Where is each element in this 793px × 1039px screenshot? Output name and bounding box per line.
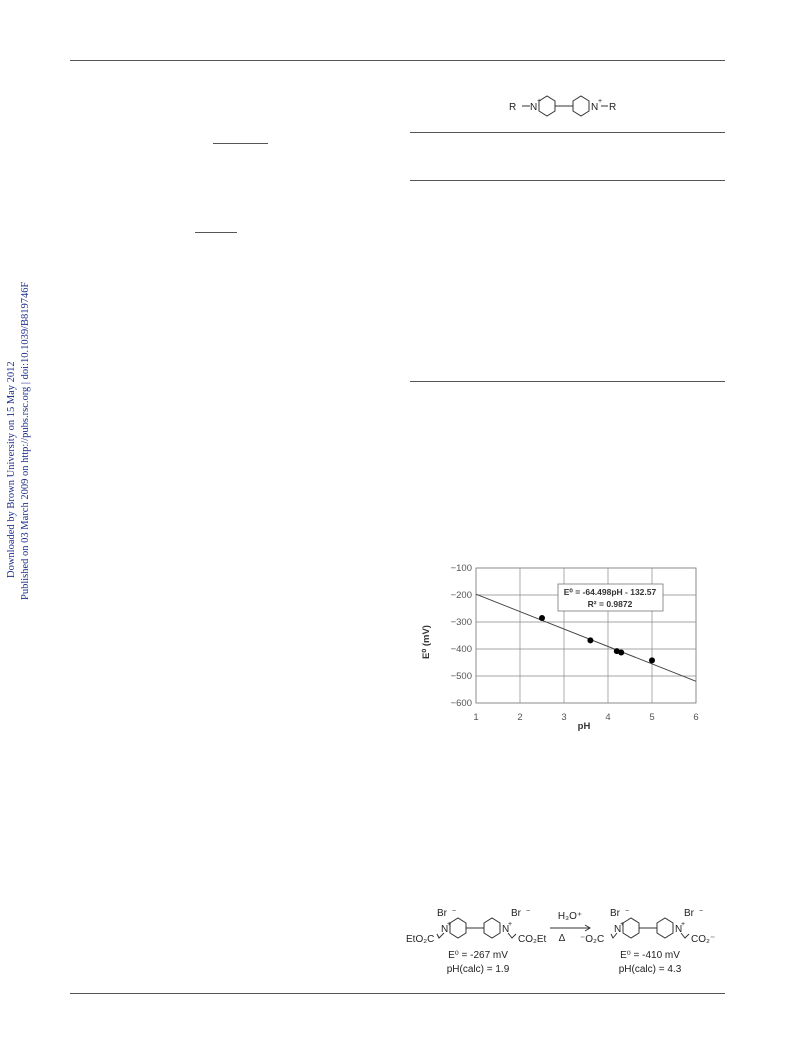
- x-tick-label: 5: [649, 712, 654, 723]
- table-header-rule: [410, 180, 725, 181]
- y-tick-label: −100: [451, 563, 472, 574]
- charge-left: +: [537, 98, 541, 105]
- y-axis-label: E⁰ (mV): [421, 625, 432, 659]
- charge-right: +: [598, 98, 602, 105]
- reactant-n-right-charge: +: [508, 921, 512, 928]
- reactant-ester-right: CO₂Et: [518, 934, 547, 945]
- footer-rule: [70, 993, 725, 994]
- x-tick-label: 1: [473, 712, 478, 723]
- product-counterion-right: Br: [684, 908, 695, 919]
- chart-grid: [475, 567, 697, 704]
- product-carboxylate-right: CO₂⁻: [691, 934, 715, 945]
- y-tick-label: −200: [451, 590, 472, 601]
- reactant-n-left: N: [441, 924, 448, 935]
- reagent-heat: Δ: [559, 933, 566, 944]
- x-tick-labels: 1 2 3 4 5 6: [473, 712, 698, 723]
- regression-line: [475, 593, 697, 682]
- download-note-line1: Downloaded by Brown University on 15 May…: [6, 361, 17, 578]
- product-n-left: N: [614, 924, 621, 935]
- y-tick-label: −300: [451, 617, 472, 628]
- product-potential: E⁰ = -410 mV: [620, 950, 680, 961]
- reactant-potential: E⁰ = -267 mV: [448, 950, 508, 961]
- reactant-counterion-right-charge: −: [526, 908, 530, 915]
- reactant-n-left-charge: +: [447, 921, 451, 928]
- y-tick-labels: −100 −200 −300 −400 −500 −600: [451, 563, 472, 709]
- x-tick-label: 2: [517, 712, 522, 723]
- data-points: [539, 614, 655, 664]
- r-group-right: R: [609, 102, 616, 113]
- x-tick-label: 3: [561, 712, 566, 723]
- product-n-right: N: [675, 924, 682, 935]
- product-carboxylate-left: ⁻O₂C: [580, 934, 604, 945]
- x-tick-label: 4: [605, 712, 610, 723]
- equation-label: E⁰ = -64.498pH - 132.57: [564, 587, 657, 597]
- reactant-n-right: N: [502, 924, 509, 935]
- x-axis-label: pH: [578, 721, 591, 732]
- header-rule: [70, 60, 725, 61]
- product-counterion-left: Br: [610, 908, 621, 919]
- product-ph: pH(calc) = 4.3: [619, 964, 682, 975]
- table-top-rule: [410, 132, 725, 133]
- equation-box: [557, 583, 664, 612]
- reagent-acid: H₃O⁺: [558, 911, 582, 922]
- product-counterion-left-charge: −: [625, 908, 629, 915]
- potential-vs-ph-chart: −100 −200 −300 −400 −500 −600 1 2 3 4 5 6 E⁰ = -64…: [421, 563, 699, 732]
- download-note: Downloaded by Brown University on 15 May…: [2, 280, 36, 610]
- viologen-structure: R N + N + R: [509, 95, 616, 117]
- nitrogen-right: N: [591, 102, 598, 113]
- r-squared-label: R² = 0.9872: [588, 599, 633, 609]
- data-point: [587, 637, 594, 644]
- reactant-ester-left: EtO₂C: [406, 934, 434, 945]
- y-tick-label: −600: [451, 698, 472, 709]
- y-tick-label: −500: [451, 671, 472, 682]
- reactant-counterion-left: Br: [437, 908, 448, 919]
- formula-rule-2: [195, 232, 237, 233]
- reactant-counterion-left-charge: −: [452, 908, 456, 915]
- reaction-scheme: Br − Br − N + N + EtO₂C CO₂Et E⁰ = -267 …: [406, 908, 715, 975]
- download-note-line2: Published on 03 March 2009 on http://pub…: [20, 281, 31, 600]
- x-tick-label: 6: [693, 712, 698, 723]
- data-point: [649, 657, 655, 664]
- nitrogen-left: N: [530, 102, 537, 113]
- formula-rule-1: [213, 143, 268, 144]
- product-counterion-right-charge: −: [699, 908, 703, 915]
- product-n-right-charge: +: [681, 921, 685, 928]
- y-tick-label: −400: [451, 644, 472, 655]
- product-n-left-charge: +: [620, 921, 624, 928]
- data-point: [539, 614, 545, 621]
- table-bottom-rule: [410, 381, 725, 382]
- r-group-left: R: [509, 102, 516, 113]
- data-point: [618, 649, 625, 656]
- reactant-ph: pH(calc) = 1.9: [447, 964, 510, 975]
- reactant-counterion-right: Br: [511, 908, 522, 919]
